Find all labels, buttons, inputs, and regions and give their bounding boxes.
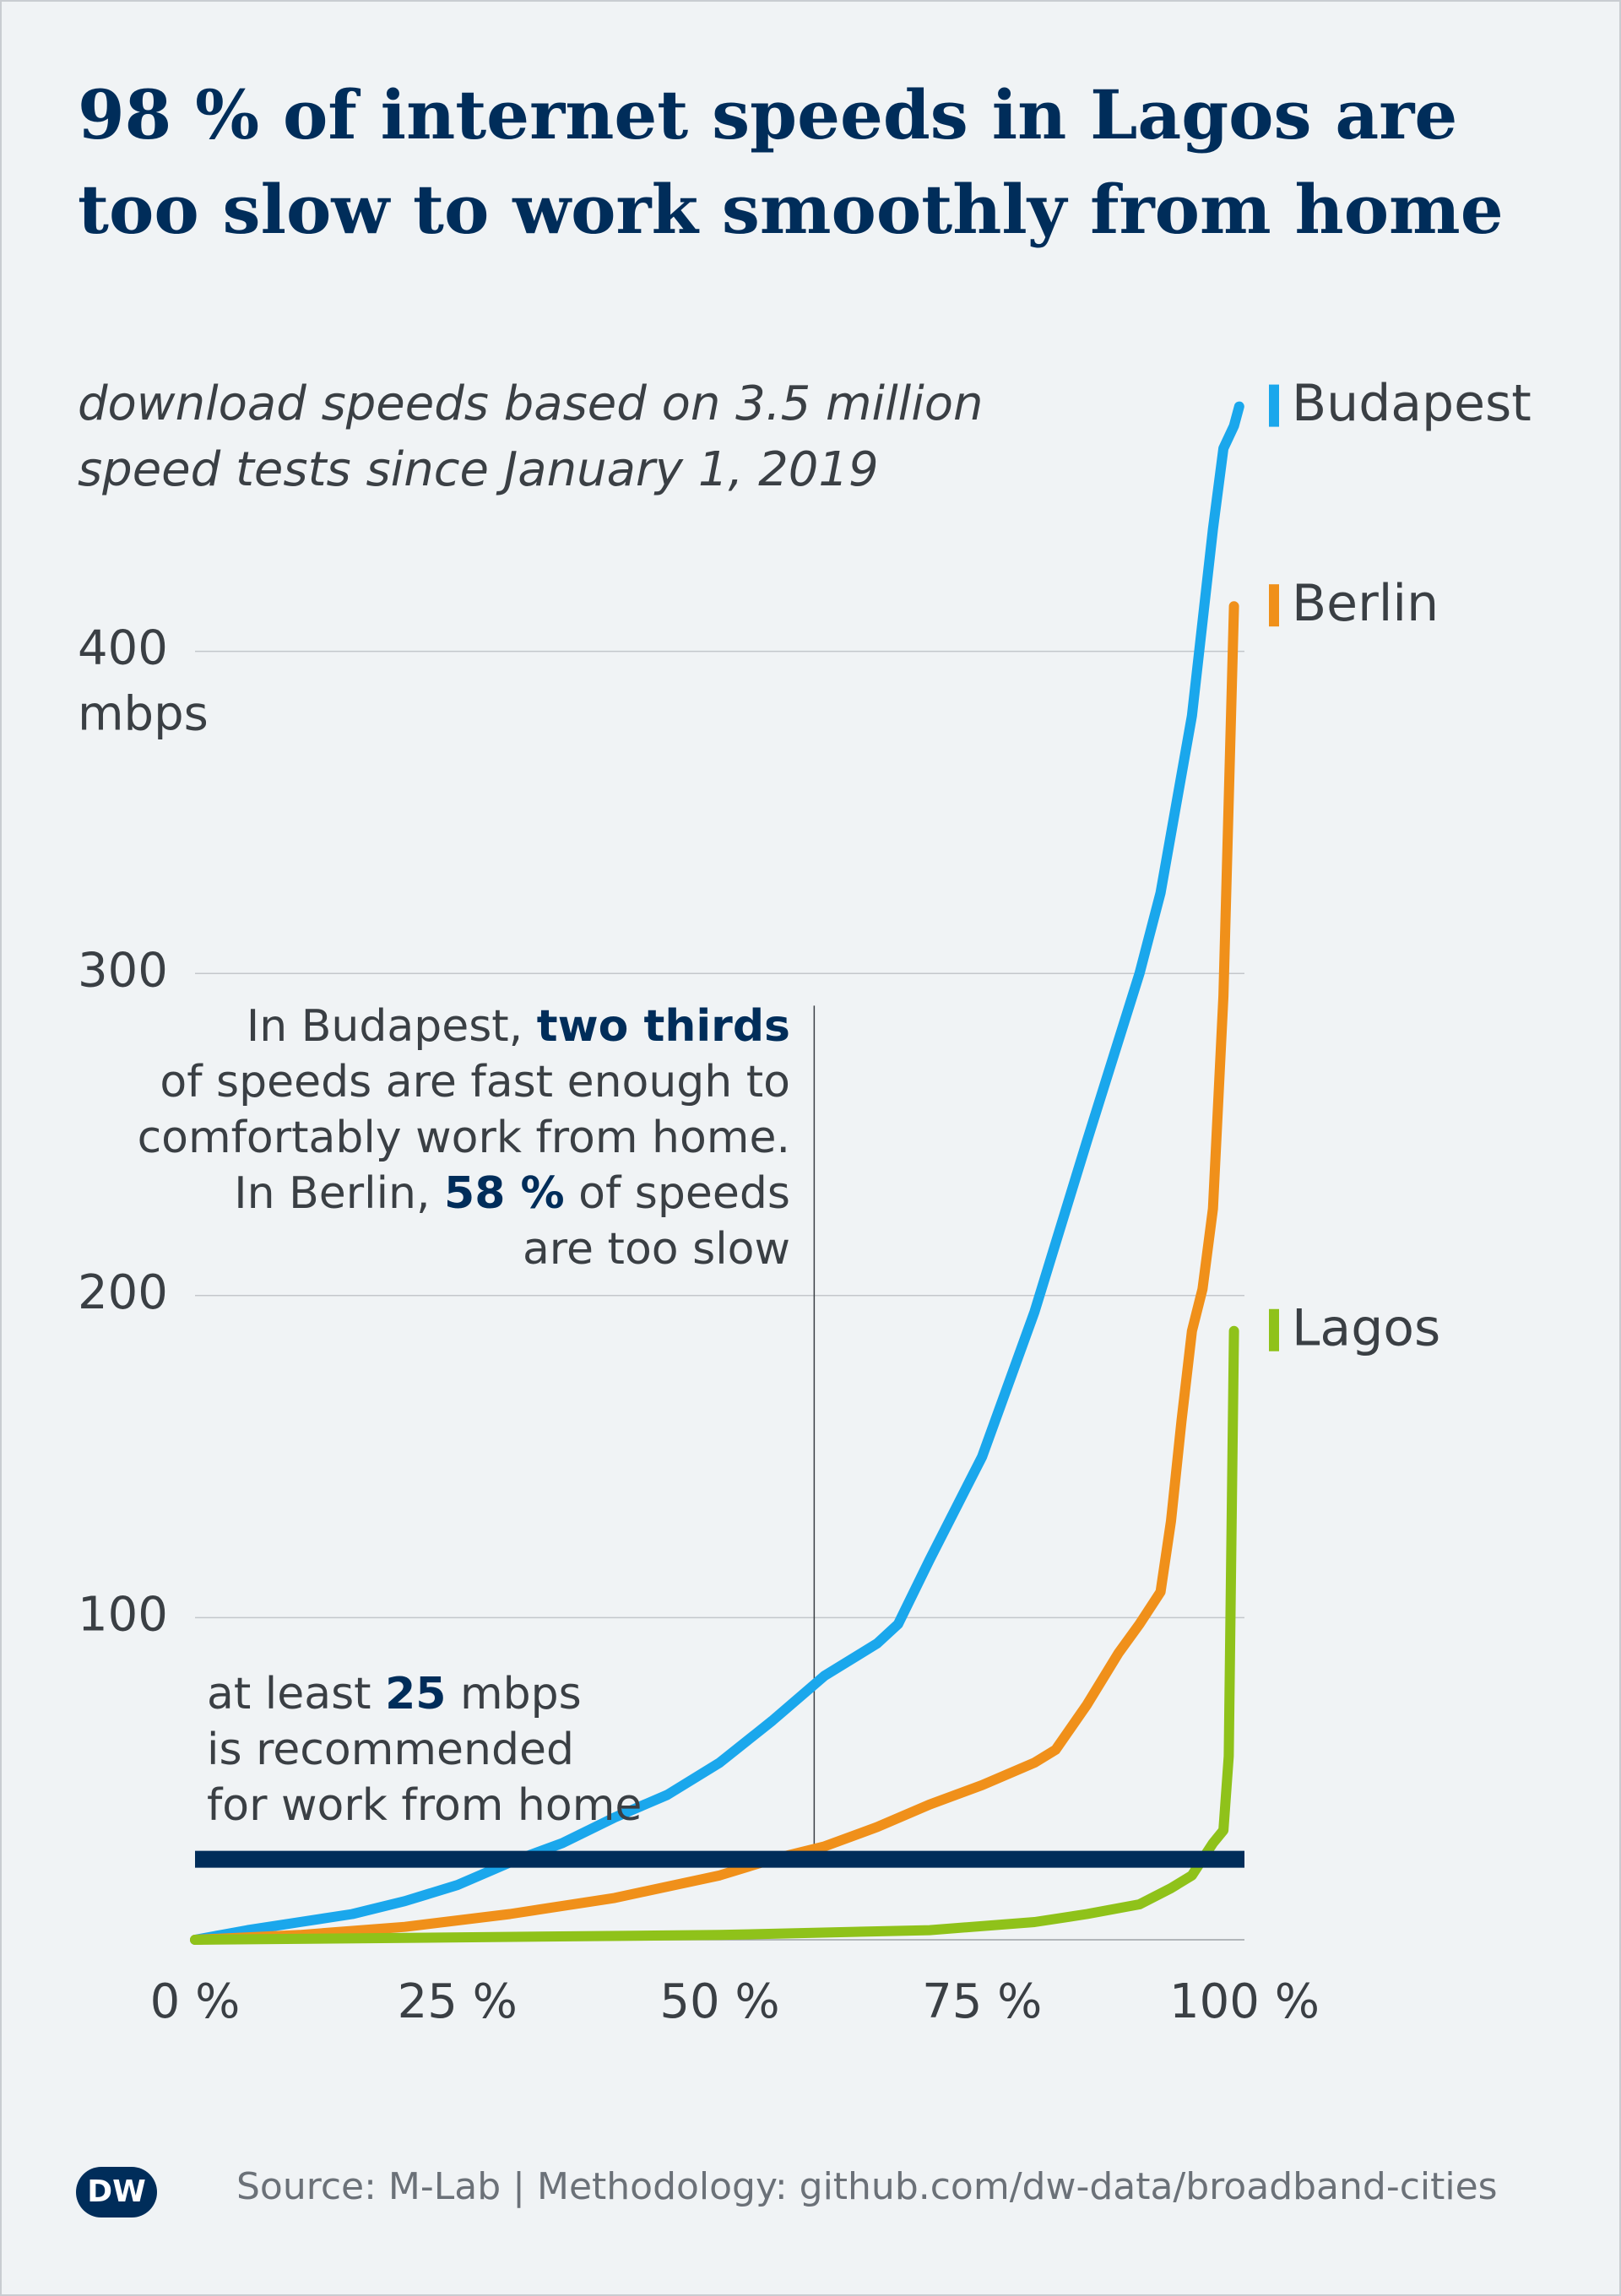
annotation: is recommended xyxy=(207,1725,574,1775)
annotation: comfortably work from home. xyxy=(138,1113,790,1163)
x-tick-label: 50 % xyxy=(659,1974,779,2029)
annotation: at least 25 mbps xyxy=(207,1669,582,1719)
logo: DW xyxy=(76,2167,157,2217)
legend-label: Budapest xyxy=(1292,374,1532,433)
annotation-run: of speeds xyxy=(565,1168,790,1219)
annotation-run: mbps xyxy=(446,1669,581,1719)
legend-label: Lagos xyxy=(1292,1298,1440,1357)
annotation: In Budapest, two thirds xyxy=(247,1001,790,1052)
annotation-run: comfortably work from home. xyxy=(138,1113,790,1163)
annotation-run: two thirds xyxy=(537,1001,790,1052)
annotation-run: at least xyxy=(207,1669,385,1719)
series-line xyxy=(190,401,1244,1945)
annotation: In Berlin, 58 % of speeds xyxy=(234,1168,790,1219)
series-line xyxy=(190,601,1239,1945)
chart-title: 98 % of internet speeds in Lagos are too… xyxy=(78,75,1504,249)
annotation-run: 25 xyxy=(385,1669,446,1719)
x-tick-label: 25 % xyxy=(398,1974,518,2029)
y-tick-label: 100 xyxy=(78,1588,168,1643)
annotation-run: In Berlin, xyxy=(234,1168,444,1219)
x-tick-label: 100 % xyxy=(1169,1974,1320,2029)
annotation-run: is recommended xyxy=(207,1725,574,1775)
annotation: of speeds are fast enough to xyxy=(160,1057,790,1107)
series-line xyxy=(190,1325,1239,1945)
annotation: are too slow xyxy=(523,1224,790,1275)
legend-swatch xyxy=(1269,584,1279,627)
y-tick-label: 200 xyxy=(78,1265,168,1320)
annotation-run: of speeds are fast enough to xyxy=(160,1057,790,1107)
y-unit: mbps xyxy=(78,687,209,742)
source: Source: M-Lab | Methodology: github.com/… xyxy=(236,2165,1498,2208)
x-tick-label: 75 % xyxy=(922,1974,1042,2029)
y-tick-label: 300 xyxy=(78,943,168,998)
legend-label: Berlin xyxy=(1292,574,1439,633)
legend-swatch xyxy=(1269,1308,1279,1351)
annotation-run: are too slow xyxy=(523,1224,790,1275)
annotation-run: for work from home xyxy=(207,1780,642,1831)
annotation-run: In Budapest, xyxy=(247,1001,537,1052)
x-tick-label: 0 % xyxy=(150,1974,241,2029)
annotation: for work from home xyxy=(207,1780,642,1831)
chart-subtitle: download speeds based on 3.5 million spe… xyxy=(78,376,984,497)
y-tick-label: 400 xyxy=(78,621,168,676)
annotation-run: 58 % xyxy=(444,1168,565,1219)
legend-swatch xyxy=(1269,384,1279,427)
